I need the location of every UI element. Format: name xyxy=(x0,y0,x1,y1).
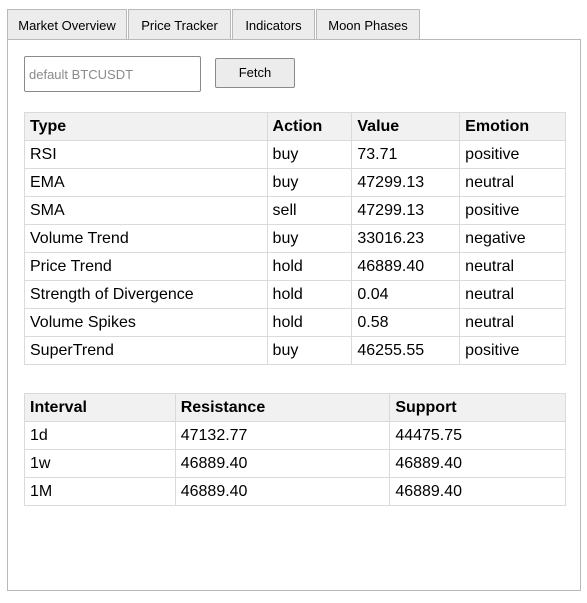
indicator-type: EMA xyxy=(24,168,268,197)
column-header-value: Value xyxy=(351,112,461,141)
indicator-emotion: neutral xyxy=(459,308,566,337)
indicator-type: SMA xyxy=(24,196,268,225)
tab-price-tracker[interactable]: Price Tracker xyxy=(128,9,231,40)
column-header-resistance: Resistance xyxy=(174,393,391,422)
tab-moon-phases[interactable]: Moon Phases xyxy=(316,9,420,40)
indicator-action: sell xyxy=(266,196,353,225)
level-support: 46889.40 xyxy=(389,449,566,478)
indicator-value: 46889.40 xyxy=(351,252,461,281)
indicator-type: Volume Spikes xyxy=(24,308,268,337)
table-header-row: Type Action Value Emotion xyxy=(24,112,566,141)
table-row: SMA sell 47299.13 positive xyxy=(24,196,566,225)
indicator-emotion: positive xyxy=(459,140,566,169)
indicator-emotion: neutral xyxy=(459,280,566,309)
table-row: SuperTrend buy 46255.55 positive xyxy=(24,336,566,365)
indicator-type: Strength of Divergence xyxy=(24,280,268,309)
level-resistance: 47132.77 xyxy=(174,421,391,450)
table-row: 1d 47132.77 44475.75 xyxy=(24,421,566,450)
indicator-emotion: negative xyxy=(459,224,566,253)
indicator-value: 0.58 xyxy=(351,308,461,337)
column-header-action: Action xyxy=(266,112,353,141)
indicator-type: Volume Trend xyxy=(24,224,268,253)
table-row: RSI buy 73.71 positive xyxy=(24,140,566,169)
level-resistance: 46889.40 xyxy=(174,477,391,506)
indicator-value: 46255.55 xyxy=(351,336,461,365)
fetch-button[interactable]: Fetch xyxy=(215,58,295,88)
level-interval: 1d xyxy=(24,421,176,450)
indicator-value: 73.71 xyxy=(351,140,461,169)
tab-market-overview[interactable]: Market Overview xyxy=(7,9,127,40)
indicator-action: hold xyxy=(266,308,353,337)
indicator-action: buy xyxy=(266,168,353,197)
column-header-emotion: Emotion xyxy=(459,112,566,141)
table-row: Price Trend hold 46889.40 neutral xyxy=(24,252,566,281)
table-row: Volume Spikes hold 0.58 neutral xyxy=(24,308,566,337)
level-support: 46889.40 xyxy=(389,477,566,506)
support-resistance-table: Interval Resistance Support 1d 47132.77 … xyxy=(24,393,566,506)
indicator-type: RSI xyxy=(24,140,268,169)
indicator-value: 0.04 xyxy=(351,280,461,309)
symbol-input[interactable] xyxy=(24,56,201,92)
indicator-emotion: neutral xyxy=(459,252,566,281)
level-resistance: 46889.40 xyxy=(174,449,391,478)
indicator-action: buy xyxy=(266,336,353,365)
table-header-row: Interval Resistance Support xyxy=(24,393,566,422)
indicator-value: 47299.13 xyxy=(351,168,461,197)
tab-bar: Market Overview Price Tracker Indicators… xyxy=(7,9,421,40)
table-row: 1M 46889.40 46889.40 xyxy=(24,477,566,506)
level-interval: 1w xyxy=(24,449,176,478)
indicator-action: hold xyxy=(266,280,353,309)
tab-indicators[interactable]: Indicators xyxy=(232,9,315,40)
indicator-emotion: positive xyxy=(459,196,566,225)
indicators-panel: Fetch Type Action Value Emotion RSI buy … xyxy=(7,39,581,591)
table-row: Volume Trend buy 33016.23 negative xyxy=(24,224,566,253)
column-header-interval: Interval xyxy=(24,393,176,422)
indicator-type: Price Trend xyxy=(24,252,268,281)
indicators-table: Type Action Value Emotion RSI buy 73.71 … xyxy=(24,112,566,365)
column-header-type: Type xyxy=(24,112,268,141)
level-interval: 1M xyxy=(24,477,176,506)
indicator-type: SuperTrend xyxy=(24,336,268,365)
indicator-action: buy xyxy=(266,224,353,253)
level-support: 44475.75 xyxy=(389,421,566,450)
indicator-value: 33016.23 xyxy=(351,224,461,253)
indicator-emotion: positive xyxy=(459,336,566,365)
table-row: 1w 46889.40 46889.40 xyxy=(24,449,566,478)
indicator-action: buy xyxy=(266,140,353,169)
indicator-emotion: neutral xyxy=(459,168,566,197)
indicator-action: hold xyxy=(266,252,353,281)
table-row: Strength of Divergence hold 0.04 neutral xyxy=(24,280,566,309)
indicator-value: 47299.13 xyxy=(351,196,461,225)
column-header-support: Support xyxy=(389,393,566,422)
table-row: EMA buy 47299.13 neutral xyxy=(24,168,566,197)
